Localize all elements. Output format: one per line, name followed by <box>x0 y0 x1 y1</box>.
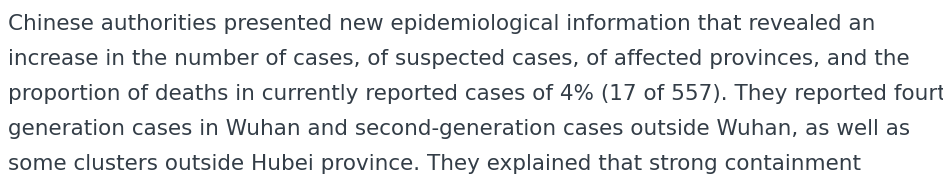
Text: proportion of deaths in currently reported cases of 4% (17 of 557). They reporte: proportion of deaths in currently report… <box>8 84 943 104</box>
Text: some clusters outside Hubei province. They explained that strong containment: some clusters outside Hubei province. Th… <box>8 154 861 174</box>
Text: generation cases in Wuhan and second-generation cases outside Wuhan, as well as: generation cases in Wuhan and second-gen… <box>8 119 910 139</box>
Text: Chinese authorities presented new epidemiological information that revealed an: Chinese authorities presented new epidem… <box>8 14 875 34</box>
Text: increase in the number of cases, of suspected cases, of affected provinces, and : increase in the number of cases, of susp… <box>8 49 910 69</box>
